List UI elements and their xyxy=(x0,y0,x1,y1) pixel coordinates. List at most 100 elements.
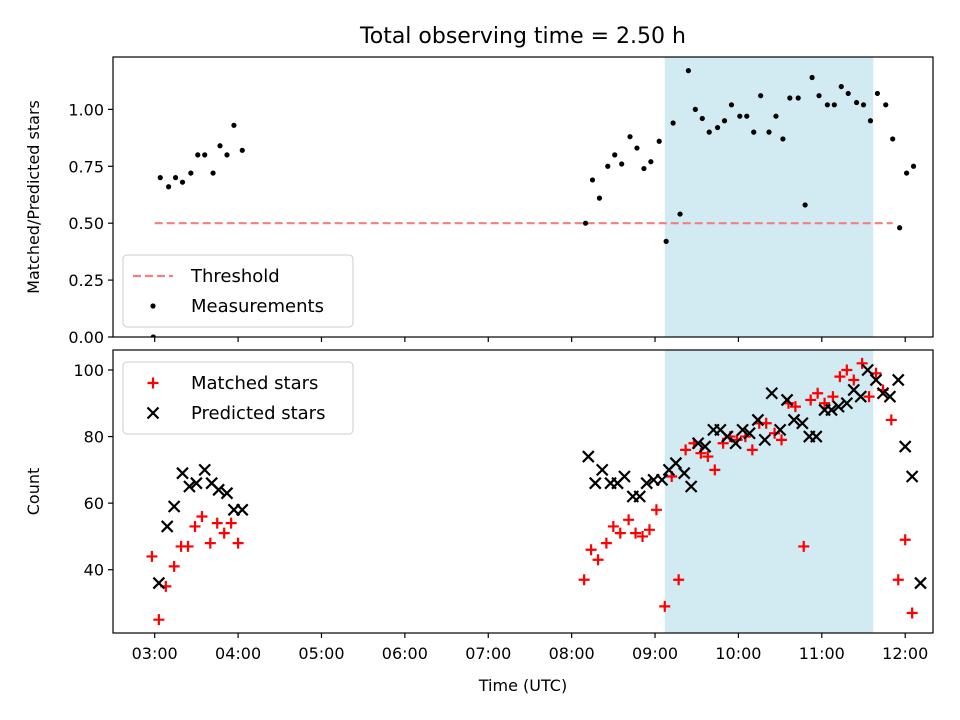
predicted-stars-point xyxy=(736,423,749,437)
measurements-point xyxy=(179,179,186,185)
predicted-stars-point xyxy=(729,436,742,450)
matched-stars-point xyxy=(189,520,201,532)
matched-stars-point xyxy=(146,550,158,562)
legend-box xyxy=(122,254,354,328)
predicted-stars-point xyxy=(743,426,756,440)
matched-stars-point xyxy=(153,614,165,626)
measurements-point xyxy=(231,122,237,128)
legend-box xyxy=(122,361,354,435)
predicted-stars-point xyxy=(891,373,905,387)
matched-stars-point xyxy=(746,444,758,456)
predicted-stars-point xyxy=(765,387,779,400)
predicted-stars-point xyxy=(633,490,647,503)
measurements-point xyxy=(648,159,654,165)
observing-window-shading xyxy=(664,57,874,337)
y-tick-label: 60 xyxy=(84,494,104,513)
matched-stars-point xyxy=(630,527,642,539)
matched-stars-point xyxy=(892,574,904,586)
matched-stars-point xyxy=(805,394,817,406)
predicted-stars-point xyxy=(869,373,883,387)
measurements-point xyxy=(202,152,208,158)
measurements-point xyxy=(780,136,786,142)
matched-stars-point xyxy=(899,534,911,546)
predicted-stars-point xyxy=(595,463,609,477)
legend-matched-swatch xyxy=(147,377,159,389)
measurements-point xyxy=(897,225,903,231)
x-tick-label: 09:00 xyxy=(632,644,678,663)
measurements-point xyxy=(890,136,896,142)
matched-stars-point xyxy=(709,464,721,476)
measurements-point xyxy=(787,95,793,101)
measurements-point xyxy=(795,95,801,101)
predicted-stars-point xyxy=(190,476,203,490)
measurements-point xyxy=(692,106,698,112)
predicted-stars-point xyxy=(809,430,823,443)
measurements-point xyxy=(744,113,750,119)
matched-stars-point xyxy=(650,504,662,516)
measurements-point xyxy=(910,163,917,169)
matched-stars-point xyxy=(906,607,918,619)
matched-stars-point xyxy=(168,560,180,572)
legend-label: Predicted stars xyxy=(191,403,325,424)
predicted-stars-point xyxy=(176,466,189,480)
measurements-point xyxy=(150,334,156,337)
matched-stars-point xyxy=(643,524,655,536)
y-tick-label: 0.00 xyxy=(68,328,104,347)
predicted-stars-point xyxy=(183,480,196,493)
legend-label: Measurements xyxy=(191,296,324,317)
measurements-point xyxy=(619,161,625,167)
measurements-point xyxy=(802,202,808,208)
matched-stars-point xyxy=(592,554,604,566)
measurements-point xyxy=(728,102,735,108)
y-tick-label: 0.25 xyxy=(68,271,104,290)
matched-stars-point xyxy=(819,397,831,409)
measurements-point xyxy=(656,138,662,144)
axes-frame-1 xyxy=(112,56,934,338)
measurements-point xyxy=(210,170,216,176)
matched-stars-point xyxy=(812,387,824,399)
matched-stars-point xyxy=(218,527,230,539)
measurements-point xyxy=(589,177,596,183)
y-tick-label: 0.50 xyxy=(68,214,104,233)
predicted-stars-point xyxy=(876,387,890,400)
plot-area-1 xyxy=(150,57,917,337)
y-axis-label: Matched/Predicted stars xyxy=(24,100,43,294)
measurements-point xyxy=(627,134,633,140)
matched-stars-point xyxy=(211,517,223,529)
measurements-point xyxy=(239,147,245,153)
predicted-stars-point xyxy=(751,413,765,427)
measurements-point xyxy=(809,74,815,81)
measurements-point xyxy=(758,93,764,99)
legend-1: Threshold Measurements xyxy=(122,254,354,328)
predicted-stars-point xyxy=(655,473,669,487)
legend-label: Matched stars xyxy=(191,373,318,394)
matched-stars-point xyxy=(680,444,692,456)
measurements-point xyxy=(751,129,757,135)
legend-label: Threshold xyxy=(190,266,280,287)
measurements-point xyxy=(165,184,172,190)
measurements-point xyxy=(699,115,705,122)
measurements-point xyxy=(773,113,779,119)
matched-stars-point xyxy=(637,530,649,542)
predicted-stars-point xyxy=(160,520,174,533)
measurements-point xyxy=(634,145,640,151)
predicted-stars-point xyxy=(898,440,912,453)
predicted-stars-point xyxy=(854,390,868,403)
y-tick-label: 0.75 xyxy=(68,157,104,176)
matched-stars-point xyxy=(659,600,671,612)
matched-stars-point xyxy=(834,371,846,383)
predicted-stars-point xyxy=(167,500,181,513)
predicted-stars-point xyxy=(235,503,249,517)
matched-stars-point xyxy=(856,357,868,369)
matched-stars-point xyxy=(848,374,860,386)
measurements-point xyxy=(883,102,889,108)
predicted-stars-point xyxy=(618,470,631,483)
measurements-point xyxy=(641,165,647,172)
legend-predicted-swatch xyxy=(146,406,160,420)
measurements-point xyxy=(903,170,910,176)
y-tick-label: 100 xyxy=(73,361,104,380)
measurements-point xyxy=(612,152,618,158)
measurements-point xyxy=(685,68,691,74)
y-tick-label: 40 xyxy=(84,561,104,580)
